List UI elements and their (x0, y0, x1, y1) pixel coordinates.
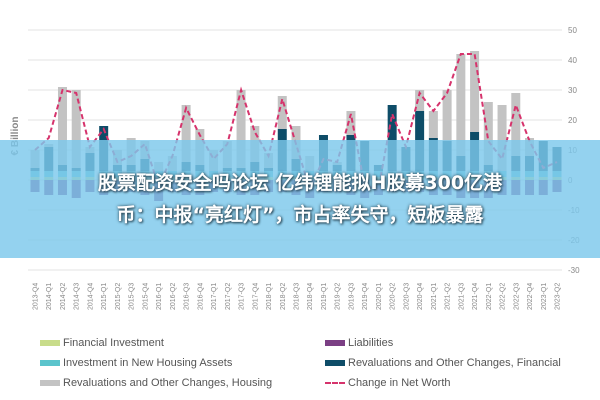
x-tick-label: 2015-Q1 (101, 283, 108, 310)
bar-segment (456, 54, 466, 156)
x-tick-label: 2017-Q4 (252, 283, 259, 310)
x-tick-label: 2021-Q2 (445, 283, 452, 310)
legend-item-financial-revaluations: Revaluations and Other Changes, Financia… (325, 356, 561, 370)
legend-swatch (325, 340, 345, 347)
legend-swatch (40, 360, 60, 367)
y-tick-label: -30 (568, 266, 580, 275)
x-tick-label: 2016-Q3 (184, 283, 191, 310)
x-tick-label: 2019-Q3 (348, 283, 355, 310)
x-tick-label: 2018-Q4 (307, 283, 314, 310)
x-tick-label: 2020-Q2 (390, 283, 397, 310)
x-tick-label: 2014-Q2 (60, 283, 67, 310)
x-tick-label: 2016-Q2 (170, 283, 177, 310)
x-tick-label: 2019-Q1 (321, 283, 328, 310)
x-axis: 2013-Q4 2014-Q1 2014-Q2 2014-Q3 2014-Q4 2015-… (33, 283, 562, 310)
bar-segment (346, 111, 356, 135)
x-tick-label: 2020-Q1 (376, 283, 383, 310)
x-tick-label: 2015-Q3 (129, 283, 136, 310)
bar-segment (470, 51, 480, 132)
x-tick-label: 2014-Q3 (74, 283, 81, 310)
x-tick-label: 2014-Q1 (46, 283, 53, 310)
x-tick-label: 2018-Q1 (266, 283, 273, 310)
legend-item-housing-revaluations: Revaluations and Other Changes, Housing (40, 376, 272, 390)
x-tick-label: 2023-Q1 (541, 283, 548, 310)
bar-segment (387, 105, 397, 171)
y-axis-label: € Billion (10, 117, 21, 156)
y-tick-label: 50 (568, 26, 577, 35)
legend-item-liabilities: Liabilities (325, 336, 393, 350)
x-tick-label: 2022-Q2 (500, 283, 507, 310)
bar-segment (181, 105, 191, 162)
x-tick-label: 2019-Q2 (335, 283, 342, 310)
bar-segment (277, 96, 287, 129)
x-tick-label: 2021-Q1 (431, 283, 438, 310)
x-tick-label: 2019-Q4 (362, 283, 369, 310)
y-tick-label: 40 (568, 56, 577, 65)
y-tick-label: 20 (568, 116, 577, 125)
x-tick-label: 2013-Q4 (33, 283, 40, 310)
legend-item-financial-investment: Financial Investment (40, 336, 164, 350)
legend-item-housing-investment: Investment in New Housing Assets (40, 356, 232, 370)
banner-line-1: 股票配资安全吗论坛 亿纬锂能拟H股募300亿港 (97, 172, 503, 194)
bar-segment (511, 93, 521, 156)
x-tick-label: 2022-Q4 (527, 283, 534, 310)
y-tick-label: 30 (568, 86, 577, 95)
x-tick-label: 2015-Q4 (142, 283, 149, 310)
x-tick-label: 2015-Q2 (115, 283, 122, 310)
bar-segment (236, 90, 246, 168)
x-tick-label: 2022-Q1 (486, 283, 493, 310)
x-tick-label: 2021-Q3 (458, 283, 465, 310)
legend-dash (325, 382, 345, 385)
bar-segment (497, 105, 507, 171)
bar-segment (415, 90, 425, 111)
x-tick-label: 2022-Q3 (513, 283, 520, 310)
x-tick-label: 2017-Q3 (239, 283, 246, 310)
x-tick-label: 2020-Q4 (417, 283, 424, 310)
legend-label: Liabilities (348, 337, 394, 349)
legend-swatch (40, 380, 60, 387)
x-tick-label: 2020-Q3 (403, 283, 410, 310)
x-tick-label: 2016-Q4 (197, 283, 204, 310)
banner-line-2: 币：中报“亮红灯”，市占率失守，短板暴露 (116, 204, 484, 226)
x-tick-label: 2017-Q1 (211, 283, 218, 310)
legend-label: Revaluations and Other Changes, Housing (63, 377, 273, 389)
legend-label: Revaluations and Other Changes, Financia… (348, 357, 561, 369)
x-tick-label: 2023-Q2 (555, 283, 562, 310)
bar-segment (483, 102, 493, 165)
legend-label: Financial Investment (63, 337, 164, 349)
x-tick-label: 2014-Q4 (87, 283, 94, 310)
overlay-banner: 股票配资安全吗论坛 亿纬锂能拟H股募300亿港 币：中报“亮红灯”，市占率失守，… (0, 140, 600, 258)
x-tick-label: 2018-Q3 (294, 283, 301, 310)
bar-segment (71, 90, 81, 168)
x-tick-label: 2018-Q2 (280, 283, 287, 310)
bar-segment (57, 87, 67, 165)
legend-item-net-worth: Change in Net Worth (325, 376, 451, 390)
bar-segment (442, 90, 452, 141)
x-tick-label: 2016-Q1 (156, 283, 163, 310)
legend-swatch (325, 360, 345, 367)
bar-segment (428, 111, 438, 138)
x-tick-label: 2017-Q2 (225, 283, 232, 310)
legend-label: Change in Net Worth (348, 377, 451, 389)
legend-swatch (40, 340, 60, 347)
x-tick-label: 2021-Q4 (472, 283, 479, 310)
legend-label: Investment in New Housing Assets (63, 357, 233, 369)
